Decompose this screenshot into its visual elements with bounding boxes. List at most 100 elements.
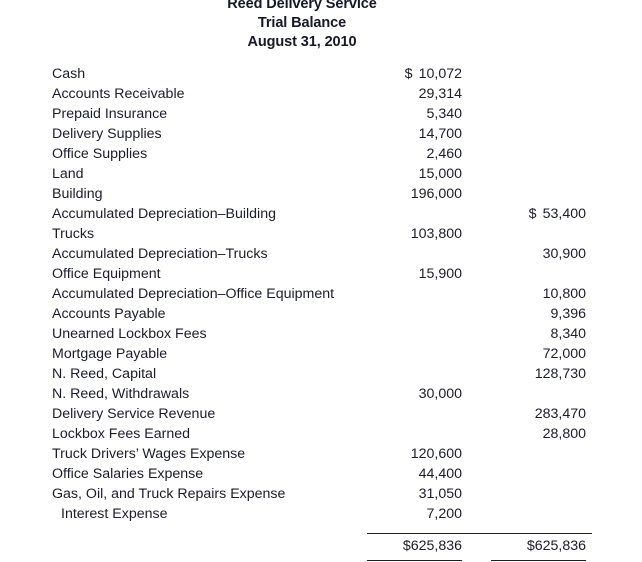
table-row: Prepaid Insurance 5,340 bbox=[52, 104, 592, 124]
account-name: N. Reed, Capital bbox=[52, 364, 367, 384]
debit-cell: 15,900 bbox=[367, 264, 467, 284]
debit-amount: 10,072$ bbox=[419, 64, 462, 84]
currency-symbol: $ bbox=[405, 64, 413, 84]
account-name: Office Supplies bbox=[52, 144, 367, 164]
credit-cell bbox=[467, 104, 592, 124]
table-row: Delivery Supplies 14,700 bbox=[52, 124, 592, 144]
debit-cell bbox=[367, 364, 467, 384]
credit-amount: 53,400$ bbox=[543, 204, 586, 224]
debit-amount: 120,600 bbox=[411, 444, 462, 464]
credit-cell bbox=[467, 384, 592, 404]
debit-amount: 44,400 bbox=[419, 464, 462, 484]
account-name: Truck Drivers’ Wages Expense bbox=[52, 444, 367, 464]
account-name: Unearned Lockbox Fees bbox=[52, 324, 367, 344]
account-name: Delivery Supplies bbox=[52, 124, 367, 144]
debit-amount: 30,000 bbox=[419, 384, 462, 404]
debit-amount: 2,460 bbox=[426, 144, 462, 164]
debit-cell: 120,600 bbox=[367, 444, 467, 464]
account-name: Accumulated Depreciation–Building bbox=[52, 204, 367, 224]
account-name: Land bbox=[52, 164, 367, 184]
table-row: Office Equipment 15,900 bbox=[52, 264, 592, 284]
account-name: Accounts Payable bbox=[52, 304, 367, 324]
total-debit-cell: $625,836 bbox=[367, 534, 467, 562]
company-name: Reed Delivery Service bbox=[0, 0, 582, 14]
statement-title: Trial Balance bbox=[0, 14, 582, 33]
table-row: N. Reed, Capital 128,730 bbox=[52, 364, 592, 384]
credit-cell bbox=[467, 164, 592, 184]
credit-cell bbox=[467, 84, 592, 104]
spacer-cell bbox=[367, 524, 467, 534]
account-name: Interest Expense bbox=[52, 504, 367, 524]
account-name: Office Salaries Expense bbox=[52, 464, 367, 484]
table-row: Accounts Receivable 29,314 bbox=[52, 84, 592, 104]
credit-cell: 128,730 bbox=[467, 364, 592, 384]
debit-cell bbox=[367, 324, 467, 344]
debit-cell bbox=[367, 244, 467, 264]
statement-date: August 31, 2010 bbox=[0, 33, 582, 52]
credit-cell: 30,900 bbox=[467, 244, 592, 264]
credit-cell: 9,396 bbox=[467, 304, 592, 324]
debit-amount: 31,050 bbox=[419, 484, 462, 504]
credit-amount: 28,800 bbox=[543, 424, 586, 444]
debit-amount: 14,700 bbox=[419, 124, 462, 144]
account-name: Accumulated Depreciation–Office Equipmen… bbox=[52, 284, 367, 304]
debit-cell: 103,800 bbox=[367, 224, 467, 244]
account-name: Trucks bbox=[52, 224, 367, 244]
table-row: Truck Drivers’ Wages Expense 120,600 bbox=[52, 444, 592, 464]
credit-amount: 9,396 bbox=[550, 304, 586, 324]
debit-amount: 15,000 bbox=[419, 164, 462, 184]
table-row: Accounts Payable 9,396 bbox=[52, 304, 592, 324]
credit-amount: 10,800 bbox=[543, 284, 586, 304]
account-name: Mortgage Payable bbox=[52, 344, 367, 364]
table-row: Accumulated Depreciation–Office Equipmen… bbox=[52, 284, 592, 304]
debit-cell: 29,314 bbox=[367, 84, 467, 104]
account-name: Lockbox Fees Earned bbox=[52, 424, 367, 444]
account-name: Prepaid Insurance bbox=[52, 104, 367, 124]
total-credit-amount: $625,836 bbox=[491, 534, 586, 561]
totals-label bbox=[52, 534, 367, 562]
credit-cell bbox=[467, 504, 592, 524]
table-row: Lockbox Fees Earned 28,800 bbox=[52, 424, 592, 444]
credit-cell bbox=[467, 144, 592, 164]
table-row: Land 15,000 bbox=[52, 164, 592, 184]
table-row: Accumulated Depreciation–Building 53,400$ bbox=[52, 204, 592, 224]
credit-amount: 30,900 bbox=[543, 244, 586, 264]
credit-cell: 10,800 bbox=[467, 284, 592, 304]
debit-cell: 30,000 bbox=[367, 384, 467, 404]
credit-cell: 8,340 bbox=[467, 324, 592, 344]
credit-amount: 283,470 bbox=[535, 404, 586, 424]
account-name: Office Equipment bbox=[52, 264, 367, 284]
table-row: Mortgage Payable 72,000 bbox=[52, 344, 592, 364]
debit-cell bbox=[367, 204, 467, 224]
debit-amount: 5,340 bbox=[426, 104, 462, 124]
debit-cell bbox=[367, 344, 467, 364]
debit-cell: 7,200 bbox=[367, 504, 467, 524]
debit-cell bbox=[367, 424, 467, 444]
total-credit-cell: $625,836 bbox=[467, 534, 592, 562]
debit-cell: 2,460 bbox=[367, 144, 467, 164]
credit-cell bbox=[467, 184, 592, 204]
spacer-row bbox=[52, 524, 592, 534]
account-name: Building bbox=[52, 184, 367, 204]
debit-amount: 15,900 bbox=[419, 264, 462, 284]
debit-cell: 31,050 bbox=[367, 484, 467, 504]
debit-amount: 29,314 bbox=[419, 84, 462, 104]
account-name: Accounts Receivable bbox=[52, 84, 367, 104]
account-name: Cash bbox=[52, 64, 367, 84]
credit-amount: 128,730 bbox=[535, 364, 586, 384]
debit-cell: 10,072$ bbox=[367, 64, 467, 84]
currency-symbol: $ bbox=[529, 204, 537, 224]
credit-cell bbox=[467, 444, 592, 464]
credit-amount: 8,340 bbox=[550, 324, 586, 344]
credit-cell: 53,400$ bbox=[467, 204, 592, 224]
debit-cell bbox=[367, 284, 467, 304]
credit-amount: 72,000 bbox=[543, 344, 586, 364]
credit-cell bbox=[467, 124, 592, 144]
